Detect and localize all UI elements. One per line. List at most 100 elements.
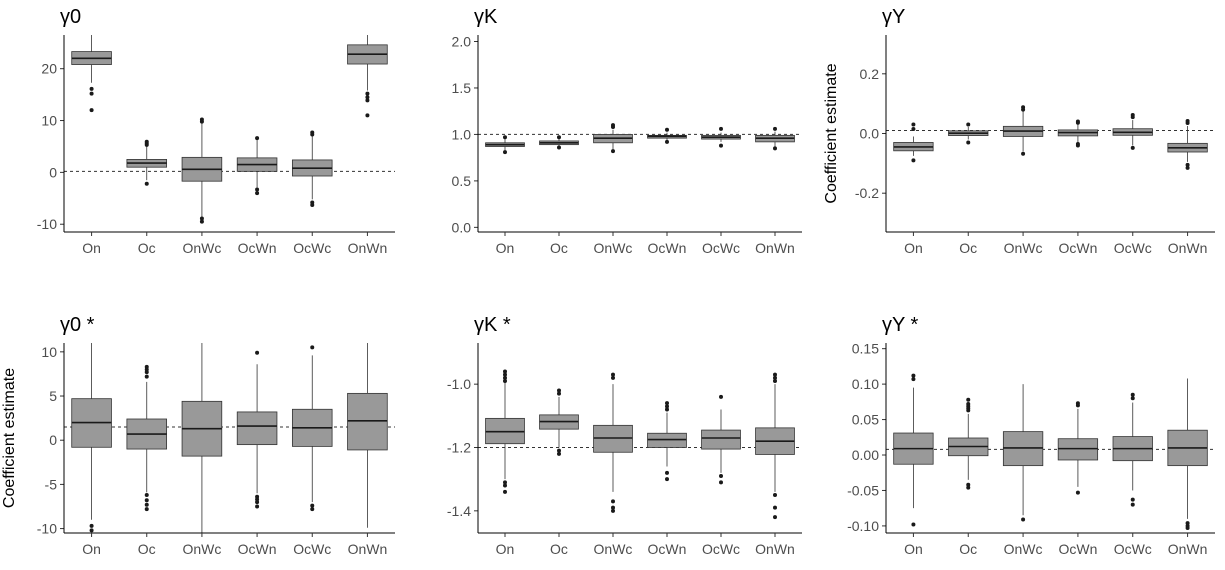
outlier-point: [89, 523, 94, 528]
outlier-point: [144, 139, 149, 144]
panel-title: γ0: [60, 6, 81, 28]
x-tick-label: OnWn: [1168, 541, 1208, 557]
outlier-point: [557, 391, 561, 396]
outlier-point: [365, 95, 370, 100]
outlier-point: [911, 522, 916, 527]
x-tick-label: OnWc: [594, 541, 633, 557]
x-tick-label: OnWc: [1004, 240, 1043, 256]
outlier-point: [1075, 490, 1080, 495]
outlier-point: [503, 372, 507, 377]
y-tick-label: -0.10: [847, 518, 879, 534]
box-OnWc: [181, 343, 223, 533]
box-OcWn: [236, 350, 278, 509]
outlier-point: [557, 451, 561, 456]
outlier-point: [503, 480, 507, 485]
outlier-point: [503, 369, 507, 374]
outlier-point: [255, 191, 260, 196]
box-OcWc: [291, 130, 333, 208]
outlier-point: [719, 126, 723, 131]
box-OcWn: [1057, 119, 1099, 148]
outlier-point: [503, 375, 507, 380]
y-tick-label: 2.0: [452, 34, 472, 50]
x-tick-label: OcWn: [648, 541, 687, 557]
outlier-point: [773, 505, 777, 510]
x-tick-label: OcWn: [1058, 240, 1097, 256]
panel-2: γK 0.0 0.5 1.0 1.5 2.0 On Oc OnWc OcWn OcWc OnWn: [452, 6, 802, 256]
x-tick-label: OcWn: [648, 240, 687, 256]
x-tick-label: OcWc: [293, 541, 331, 557]
outlier-point: [1185, 162, 1190, 167]
outlier-point: [911, 373, 916, 378]
outlier-point: [966, 397, 971, 402]
iqr-box: [347, 392, 388, 451]
y-tick-label: 1.5: [452, 80, 472, 96]
outlier-point: [773, 372, 777, 377]
x-tick-label: OnWn: [755, 541, 795, 557]
outlier-point: [611, 505, 615, 510]
outlier-point: [89, 528, 94, 533]
outlier-point: [310, 203, 315, 208]
box-OnWn: [1167, 378, 1208, 531]
outlier-point: [719, 143, 723, 148]
panel-3: γY Coefficient estimate -0.2 0.0 0.2 On Oc OnWc…: [823, 6, 1215, 256]
outlier-point: [911, 158, 916, 163]
y-tick-label: 10: [41, 113, 57, 129]
y-tick-label: 20: [41, 61, 57, 77]
x-tick-label: OnWc: [1004, 541, 1043, 557]
x-tick-label: OnWn: [348, 541, 388, 557]
y-axis-label: Coefficient estimate: [823, 63, 840, 203]
y-tick-label: 0.0: [452, 219, 472, 235]
outlier-point: [503, 379, 507, 383]
outlier-point: [365, 98, 370, 103]
outlier-point: [199, 216, 204, 221]
outlier-point: [255, 136, 260, 141]
x-tick-label: OcWn: [238, 541, 277, 557]
panel-5: γK * -1.4 -1.2 -1.0 On Oc OnWc OcWn OcWc OnWn: [447, 314, 802, 557]
outlier-point: [255, 187, 260, 192]
x-tick-label: On: [496, 240, 515, 256]
outlier-point: [911, 127, 916, 132]
x-tick-label: OnWn: [1168, 240, 1208, 256]
panel-title: γY: [882, 6, 905, 28]
x-tick-label: OnWn: [755, 240, 795, 256]
outlier-point: [255, 500, 260, 505]
outlier-point: [144, 502, 149, 507]
y-tick-label: 10: [41, 344, 57, 360]
y-tick-label: -5: [45, 476, 58, 492]
outlier-point: [665, 477, 669, 482]
y-tick-label: 0.00: [852, 447, 879, 463]
box-OcWc: [701, 394, 741, 485]
x-tick-label: OnWc: [594, 240, 633, 256]
box-OcWc: [1112, 392, 1153, 507]
outlier-point: [1075, 143, 1080, 148]
x-tick-label: Oc: [550, 240, 568, 256]
outlier-point: [89, 91, 94, 96]
box-OnWc: [1002, 105, 1044, 156]
box-OcWc: [1112, 112, 1153, 150]
outlier-point: [1130, 392, 1135, 397]
outlier-point: [1130, 112, 1135, 117]
outlier-point: [966, 401, 971, 406]
outlier-point: [1130, 502, 1135, 507]
y-tick-label: 0.15: [852, 341, 879, 357]
outlier-point: [557, 388, 561, 393]
x-tick-label: Oc: [550, 541, 568, 557]
outlier-point: [1021, 105, 1026, 110]
x-tick-label: Oc: [138, 240, 156, 256]
outlier-point: [719, 394, 723, 399]
outlier-point: [911, 122, 916, 127]
outlier-point: [611, 499, 615, 504]
outlier-point: [611, 508, 615, 513]
x-tick-label: OcWn: [1058, 541, 1097, 557]
x-tick-label: OnWn: [348, 240, 388, 256]
outlier-point: [665, 401, 669, 406]
iqr-box: [701, 429, 741, 450]
outlier-point: [310, 507, 315, 512]
outlier-point: [144, 498, 149, 503]
outlier-point: [665, 470, 669, 475]
outlier-point: [966, 140, 971, 145]
outlier-point: [773, 515, 777, 520]
outlier-point: [719, 480, 723, 485]
outlier-point: [966, 485, 971, 490]
